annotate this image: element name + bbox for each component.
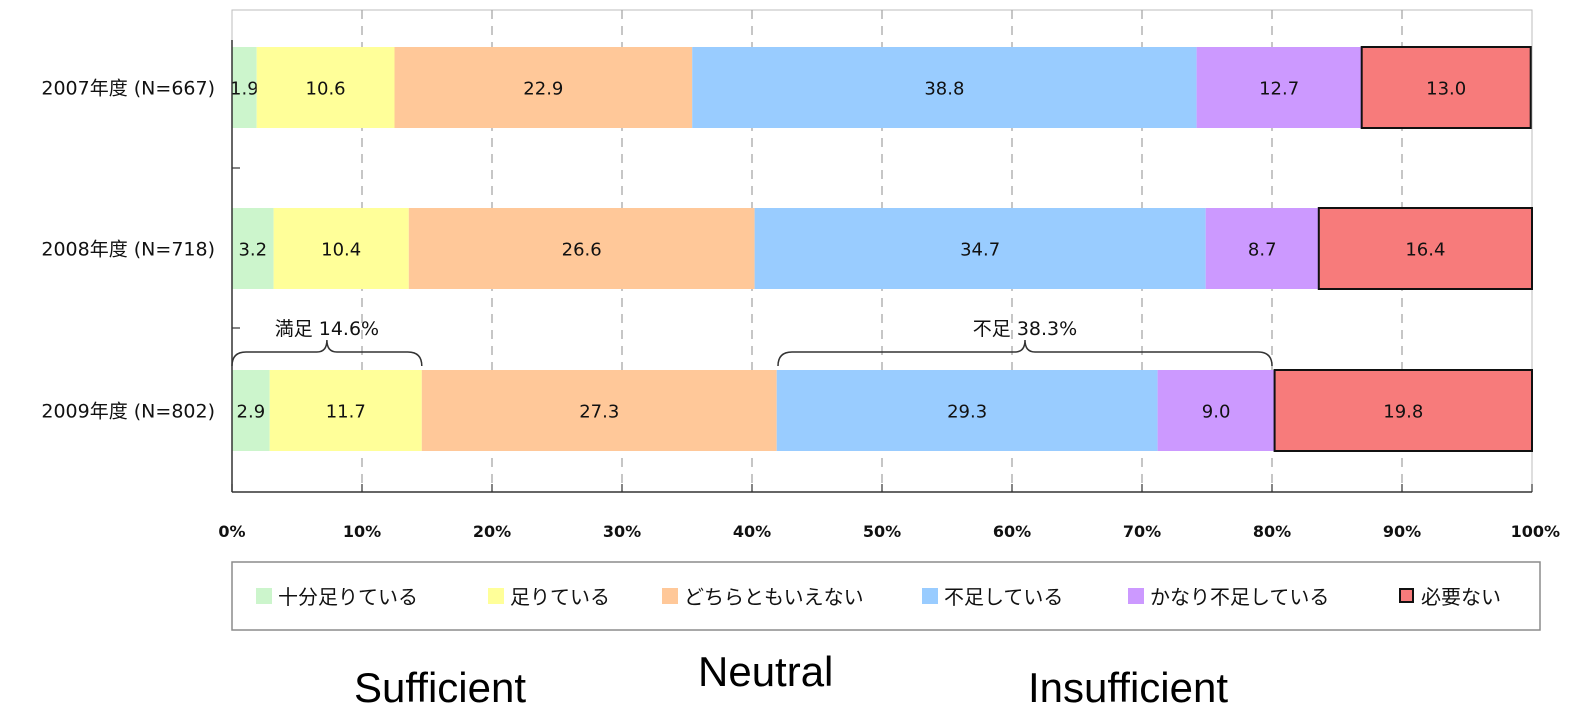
data-label: 38.8 (924, 79, 964, 100)
caption-neutral: Neutral (698, 648, 834, 695)
data-label: 12.7 (1259, 79, 1299, 100)
legend-swatch (662, 588, 678, 604)
x-tick-label: 80% (1253, 522, 1291, 541)
data-label: 16.4 (1405, 240, 1445, 261)
annotations: 満足 14.6% 不足 38.3% (231, 318, 1273, 367)
bar-segment (273, 208, 409, 289)
x-tick-label: 10% (343, 522, 381, 541)
data-label: 10.4 (321, 240, 361, 261)
x-tick-label: 70% (1123, 522, 1161, 541)
legend-label: かなり不足している (1150, 585, 1329, 609)
x-tick-label: 30% (603, 522, 641, 541)
bar-segment (232, 47, 257, 128)
legend-swatch (488, 588, 504, 604)
data-label: 29.3 (947, 402, 987, 423)
bar-segment (692, 47, 1197, 128)
brace-label: 不足 38.3% (973, 318, 1077, 340)
legend-swatch (922, 588, 938, 604)
bar-segment (1273, 369, 1533, 452)
legend-label: 足りている (510, 585, 610, 609)
bar-segment (1205, 208, 1319, 289)
data-label: 10.6 (306, 79, 346, 100)
legend: 十分足りている 足りている どちらともいえない 不足している かなり不足している 必要ない (231, 561, 1541, 631)
bar-segment (1196, 47, 1362, 128)
data-label: 27.3 (579, 402, 619, 423)
category-label: 2009年度 (N=802) (41, 401, 215, 423)
legend-label: 十分足りている (278, 585, 418, 609)
data-label: 8.7 (1248, 240, 1277, 261)
bar-segment (269, 370, 422, 451)
legend-swatch (256, 588, 272, 604)
category-label: 2007年度 (N=667) (41, 78, 215, 100)
legend-box (231, 561, 1541, 631)
bar-segment (1317, 207, 1534, 290)
data-label: 19.8 (1383, 402, 1423, 423)
data-label: 26.6 (562, 240, 602, 261)
x-tick-label: 20% (473, 522, 511, 541)
bar-segment (776, 370, 1158, 451)
x-axis: 0% 10% 20% 30% 40% 50% 60% 70% 80% 90% 100% (218, 40, 1560, 541)
data-label: 9.0 (1202, 402, 1231, 423)
data-label: 13.0 (1426, 79, 1466, 100)
caption-sufficient: Sufficient (354, 664, 526, 711)
brace (777, 339, 1273, 367)
bar-segment (232, 208, 274, 289)
x-tick-label: 60% (993, 522, 1031, 541)
data-label: 1.9 (230, 79, 259, 100)
legend-label: 必要ない (1421, 585, 1501, 609)
bar-segment (394, 47, 693, 128)
data-label: 3.2 (238, 240, 267, 261)
data-label: 11.7 (326, 402, 366, 423)
x-tick-label: 50% (863, 522, 901, 541)
legend-swatch (1399, 588, 1414, 603)
caption-insufficient: Insufficient (1028, 664, 1229, 711)
brace-label: 満足 14.6% (275, 318, 379, 340)
bar-segment (1360, 46, 1532, 129)
x-tick-label: 90% (1383, 522, 1421, 541)
bar-segment (1157, 370, 1275, 451)
bars: 2007年度 (N=667) 1.9 10.6 22.9 38.8 12.7 13.0 200… (41, 46, 1534, 452)
bar-segment (232, 370, 270, 451)
x-tick-label: 100% (1511, 522, 1560, 541)
legend-label: 不足している (944, 585, 1063, 609)
bar-segment (408, 208, 755, 289)
category-label: 2008年度 (N=718) (41, 239, 215, 261)
data-label: 2.9 (237, 402, 266, 423)
bar-segment (754, 208, 1206, 289)
x-tick-label: 40% (733, 522, 771, 541)
data-label: 34.7 (960, 240, 1000, 261)
data-label: 22.9 (523, 79, 563, 100)
bar-segment (421, 370, 777, 451)
legend-label: どちらともいえない (684, 585, 864, 609)
x-tick-label: 0% (218, 522, 245, 541)
legend-swatch (1128, 588, 1144, 604)
brace (231, 339, 423, 367)
bar-segment (256, 47, 395, 128)
